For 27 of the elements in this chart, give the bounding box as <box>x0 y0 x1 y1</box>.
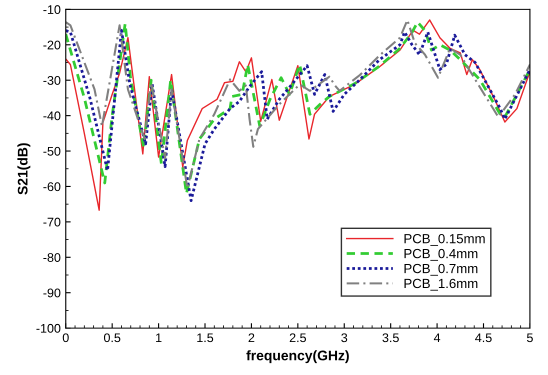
y-tick-label: -30 <box>43 76 60 85</box>
x-tick-label: 1 <box>156 333 162 342</box>
y-tick-label: -50 <box>43 146 60 156</box>
x-tick-label: 2.5 <box>290 333 306 342</box>
legend-label: PCB_0.7mm <box>404 264 478 276</box>
x-tick-label: 4.5 <box>475 333 492 342</box>
x-tick-label: 2 <box>248 333 254 342</box>
x-tick-label: 0 <box>62 333 69 342</box>
legend-label: PCB_0.4mm <box>404 248 478 261</box>
y-tick-label: -70 <box>43 218 60 227</box>
y-tick-label: -10 <box>43 5 60 14</box>
legend-label: PCB_0.15mm <box>404 234 485 246</box>
y-tick-label: -20 <box>43 40 60 50</box>
x-tick-label: 4 <box>434 333 440 342</box>
y-tick-label: -80 <box>43 253 60 262</box>
y-axis-title: S21(dB) <box>17 143 30 195</box>
y-tick-label: -100 <box>36 324 60 333</box>
x-tick-label: 3.5 <box>382 333 399 342</box>
x-tick-label: 1.5 <box>197 333 214 342</box>
legend-label: PCB_1.6mm <box>404 278 478 291</box>
x-tick-label: 0.5 <box>104 333 120 342</box>
y-tick-label: -90 <box>43 288 60 298</box>
x-tick-label: 5 <box>526 333 533 342</box>
y-tick-label: -60 <box>43 182 60 192</box>
x-tick-label: 3 <box>341 333 348 342</box>
y-tick-label: -40 <box>43 111 60 120</box>
x-axis-title: frequency(GHz) <box>246 350 349 364</box>
